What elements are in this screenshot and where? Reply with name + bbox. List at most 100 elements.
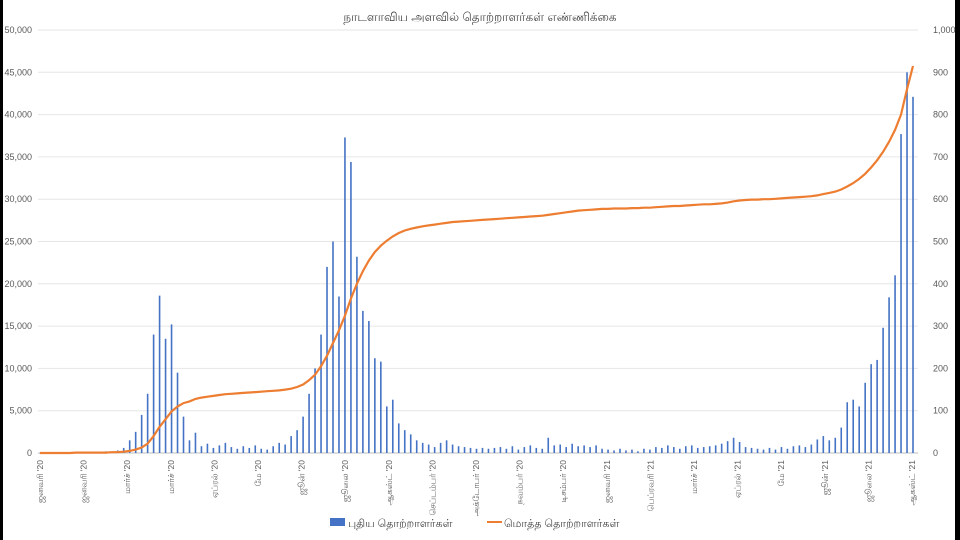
bar xyxy=(266,449,269,453)
bar xyxy=(541,448,544,453)
bar xyxy=(750,447,753,453)
bar xyxy=(278,442,280,453)
x-tick-label: ஜூலை '21 xyxy=(863,460,874,502)
legend: புதிய தொற்றாளர்கள் மொத்த தொற்றாளர்கள் xyxy=(330,518,619,530)
bar xyxy=(152,334,155,453)
bar xyxy=(625,450,627,453)
bar xyxy=(380,361,382,453)
bar xyxy=(194,432,197,453)
y-axis-left: 0 5,000 10,000 15,000 20,000 25,000 30,000 35,0… xyxy=(4,25,32,458)
bar xyxy=(206,443,209,453)
bar xyxy=(577,446,579,453)
bar xyxy=(529,445,532,453)
bar xyxy=(511,446,514,453)
x-tick-label: மார்ச் '21 xyxy=(689,460,699,494)
bar xyxy=(571,443,573,453)
bar xyxy=(810,444,813,453)
y-right-tick-label: 800 xyxy=(933,110,948,120)
bar xyxy=(332,241,334,453)
x-tick-label: ஏப்ரல் '21 xyxy=(733,460,743,498)
bar xyxy=(900,134,902,454)
x-tick-label: ஆகஸ்ட் '20 xyxy=(384,460,394,506)
x-tick-label: ஜனவரி '20 xyxy=(35,460,46,503)
bar xyxy=(308,393,310,453)
bar xyxy=(589,447,591,453)
bar xyxy=(816,439,819,453)
bar xyxy=(290,436,292,453)
y-left-tick-label: 50,000 xyxy=(4,25,32,35)
bar xyxy=(397,423,400,453)
bar xyxy=(505,448,508,453)
x-tick-label: ஜூலை '20 xyxy=(340,460,351,502)
y-right-tick-label: 300 xyxy=(933,321,948,331)
x-tick-label: பெப்ரவரி '21 xyxy=(645,460,655,512)
bar xyxy=(122,447,125,453)
bar xyxy=(493,447,496,453)
bar xyxy=(864,382,866,453)
bar xyxy=(200,446,203,453)
bar xyxy=(391,399,394,453)
bar xyxy=(607,449,609,453)
x-axis: ஜனவரி '20 ஜனவரி '20 மார்ச் '20 மார்ச் '20 ஏப… xyxy=(35,460,917,517)
bar xyxy=(356,256,358,453)
x-tick-label: ஜனவரி '20 xyxy=(79,460,90,503)
x-tick-label: மார்ச் '20 xyxy=(166,460,176,494)
x-tick-label: ஜூன் '21 xyxy=(820,460,831,495)
bar xyxy=(583,445,585,453)
bar xyxy=(798,445,801,453)
bar xyxy=(702,447,705,453)
bar xyxy=(403,430,406,453)
bar xyxy=(613,450,615,453)
bar xyxy=(553,445,556,453)
y-right-tick-label: 0 xyxy=(933,448,938,458)
y-right-tick-label: 500 xyxy=(933,237,948,247)
bar xyxy=(822,436,825,453)
x-tick-label: டிசம்பர் '20 xyxy=(558,460,568,503)
bar xyxy=(242,446,245,453)
bar xyxy=(649,449,651,453)
bar xyxy=(224,442,227,453)
bar xyxy=(673,447,675,453)
bar xyxy=(523,447,526,453)
x-tick-label: ஜூன் '20 xyxy=(297,460,308,495)
bar xyxy=(870,364,872,453)
legend-swatch-bar xyxy=(330,518,345,526)
bar xyxy=(158,295,161,453)
y-left-tick-label: 45,000 xyxy=(4,67,32,77)
bar xyxy=(457,446,460,453)
line-series-total-cases xyxy=(40,65,915,455)
bar xyxy=(421,442,424,453)
bar xyxy=(738,442,741,453)
bar xyxy=(876,359,878,453)
bar xyxy=(362,310,364,453)
bar xyxy=(284,444,286,453)
bar xyxy=(218,445,221,453)
bar xyxy=(726,441,729,453)
y-right-tick-label: 900 xyxy=(933,67,948,77)
bar xyxy=(350,161,352,453)
bar xyxy=(792,446,795,453)
bar xyxy=(804,447,807,453)
bar xyxy=(631,449,633,453)
y-left-tick-label: 5,000 xyxy=(9,406,32,416)
x-tick-label: மே '21 xyxy=(776,460,786,487)
bar xyxy=(888,297,890,453)
bar xyxy=(463,447,466,453)
bar xyxy=(732,437,735,453)
bar xyxy=(643,448,645,453)
bar xyxy=(667,445,669,453)
bar xyxy=(182,416,185,453)
bar xyxy=(236,448,239,453)
bar xyxy=(487,448,490,453)
bar xyxy=(433,447,436,453)
y-axis-right: 0 100 200 300 400 500 600 700 800 900 1,000 xyxy=(933,25,956,458)
bar xyxy=(409,434,412,453)
bar xyxy=(768,447,771,453)
bar xyxy=(445,440,448,453)
bar xyxy=(894,275,896,453)
y-right-tick-label: 700 xyxy=(933,152,948,162)
bar xyxy=(720,443,723,453)
bar xyxy=(774,449,777,453)
x-tick-label: மே '20 xyxy=(253,460,263,487)
